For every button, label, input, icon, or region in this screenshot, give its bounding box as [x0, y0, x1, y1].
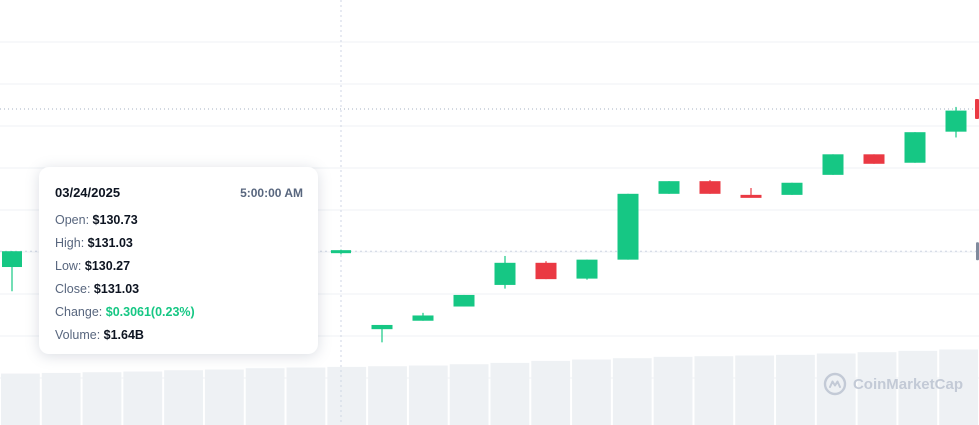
candle-body-2	[371, 324, 393, 330]
volume-bar-7	[286, 367, 326, 425]
tooltip-low-value: $130.27	[84, 259, 131, 273]
candle-body-4	[453, 294, 475, 307]
ohlc-tooltip: 03/24/2025 5:00:00 AM Open: $130.73 High…	[39, 167, 318, 354]
tooltip-low-label: Low:	[55, 259, 82, 273]
tooltip-header: 03/24/2025 5:00:00 AM	[55, 185, 303, 200]
candle-body-11	[740, 194, 762, 198]
coinmarketcap-watermark: CoinMarketCap	[823, 372, 963, 396]
candle-body-3	[412, 315, 434, 321]
crosshair-price-marker	[976, 242, 979, 261]
tooltip-open-value: $130.73	[92, 213, 138, 227]
volume-bar-2	[82, 372, 122, 425]
candle-body-6	[535, 262, 557, 280]
volume-bar-17	[694, 356, 734, 425]
volume-bar-14	[572, 359, 611, 425]
candle-body-10	[699, 181, 721, 194]
tooltip-change-value: $0.3061(0.23%)	[105, 305, 195, 319]
volume-bar-13	[531, 360, 571, 425]
tooltip-volume-value: $1.64B	[103, 328, 144, 342]
volume-bar-9	[368, 366, 407, 425]
candle-body-7	[576, 259, 598, 279]
tooltip-close-value: $131.03	[93, 282, 140, 296]
candle-body-16	[945, 110, 967, 132]
volume-bar-11	[449, 364, 489, 425]
candle-body-9	[658, 181, 680, 194]
tooltip-high-row: High: $131.03	[55, 232, 303, 255]
volume-bar-1	[41, 372, 81, 425]
tooltip-close-row: Close: $131.03	[55, 278, 303, 301]
volume-bar-15	[612, 358, 652, 425]
volume-bar-19	[776, 354, 815, 425]
coinmarketcap-logo-icon	[823, 372, 847, 396]
tooltip-time: 5:00:00 AM	[240, 186, 303, 200]
candle-body-15	[904, 132, 926, 163]
tooltip-volume-label: Volume:	[55, 328, 101, 342]
volume-bar-18	[735, 355, 775, 425]
volume-bar-20	[816, 353, 856, 425]
tooltip-high-label: High:	[55, 236, 85, 250]
volume-bar-4	[164, 370, 203, 425]
watermark-text: CoinMarketCap	[852, 375, 963, 393]
tooltip-close-label: Close:	[55, 282, 91, 296]
volume-bar-8	[327, 366, 367, 425]
volume-bar-16	[653, 356, 693, 425]
tooltip-change-label: Change:	[55, 305, 103, 319]
volume-bar-0	[1, 373, 40, 425]
candle-body-0	[2, 251, 22, 268]
volume-bar-23	[939, 349, 978, 425]
volume-bar-6	[245, 368, 285, 425]
tooltip-open-row: Open: $130.73	[55, 209, 303, 232]
tooltip-volume-row: Volume: $1.64B	[55, 324, 303, 347]
volume-bar-22	[898, 350, 938, 425]
volume-bar-10	[408, 365, 448, 425]
candle-body-12	[781, 182, 803, 195]
last-price-marker	[975, 99, 979, 120]
tooltip-low-row: Low: $130.27	[55, 255, 303, 278]
tooltip-date: 03/24/2025	[55, 185, 121, 200]
tooltip-open-label: Open:	[55, 213, 90, 227]
candle-body-1	[331, 250, 351, 254]
candle-body-8	[617, 193, 639, 260]
volume-bar-21	[857, 352, 897, 425]
tooltip-change-row: Change: $0.3061(0.23%)	[55, 301, 303, 324]
volume-bar-5	[204, 369, 244, 425]
volume-bar-12	[490, 362, 530, 425]
tooltip-high-value: $131.03	[87, 236, 133, 250]
candle-body-5	[494, 262, 516, 285]
candle-body-14	[863, 154, 885, 164]
candle-body-13	[822, 154, 844, 175]
volume-bar-3	[123, 371, 163, 425]
